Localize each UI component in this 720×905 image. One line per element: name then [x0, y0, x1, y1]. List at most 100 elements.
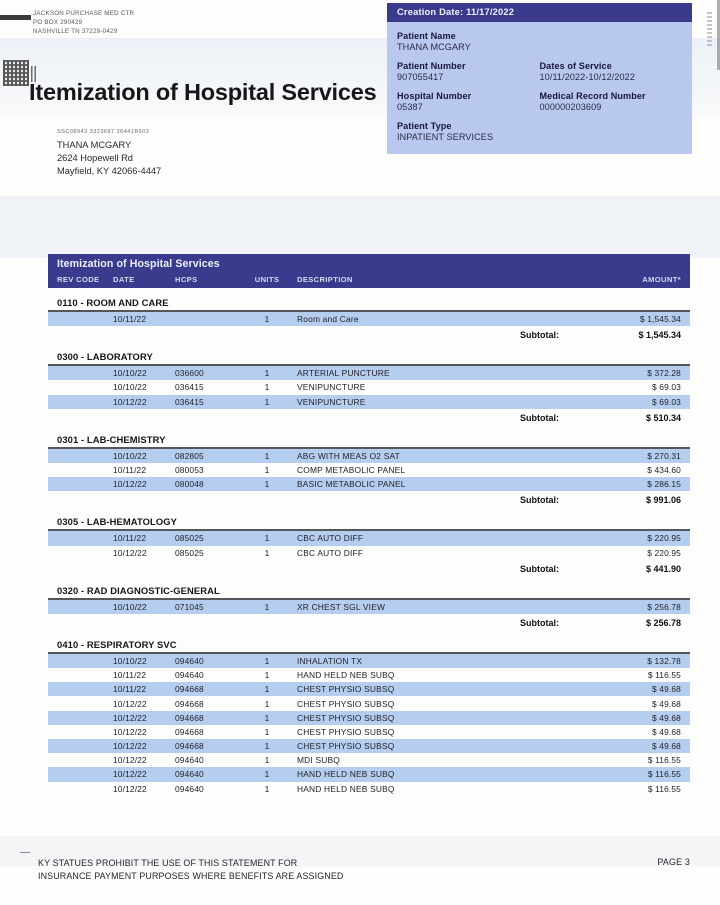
- table-row: 10/12/22 094668 1 CHEST PHYSIO SUBSQ $ 49.68: [48, 725, 690, 739]
- column-header-units: UNITS: [254, 275, 280, 284]
- cell-hcps: 094668: [175, 698, 204, 709]
- cell-date: 10/12/22: [113, 726, 147, 737]
- cell-rev-code: [57, 769, 113, 779]
- cell-amount: $ 434.60: [647, 465, 681, 476]
- cell-description: ABG WITH MEAS O2 SAT: [297, 450, 400, 461]
- patient-info-body: Patient Name THANA MCGARY Patient Number…: [387, 22, 692, 154]
- page-number: PAGE 3: [657, 857, 690, 867]
- cell-amount: $ 49.68: [652, 741, 681, 752]
- table-row: 10/11/22 080053 1 COMP METABOLIC PANEL $ 434…: [48, 463, 690, 477]
- cell-amount: $ 286.15: [647, 479, 681, 490]
- table-row: 10/10/22 036600 1 ARTERIAL PUNCTURE $ 372.28: [48, 366, 690, 381]
- datamatrix-barcode-icon: [3, 60, 29, 86]
- cell-date: 10/11/22: [113, 314, 147, 325]
- column-header-hcps: HCPS: [175, 275, 198, 284]
- cell-date: 10/11/22: [113, 533, 147, 544]
- table-section: 0300 - LABORATORY 10/10/22 036600 1 ARTERIAL…: [48, 351, 690, 425]
- subtotal-label: Subtotal:: [520, 412, 559, 423]
- cell-date: 10/11/22: [113, 670, 147, 681]
- cell-rev-code: [57, 548, 113, 558]
- cell-units: 1: [264, 741, 270, 752]
- cell-date: 10/11/22: [113, 684, 147, 695]
- cell-hcps: 036415: [175, 382, 204, 393]
- section-subtotal: Subtotal: $ 510.34: [48, 409, 690, 425]
- cell-hcps: 094640: [175, 755, 204, 766]
- table-row: 10/10/22 082805 1 ABG WITH MEAS O2 SAT $ 270…: [48, 448, 690, 463]
- cell-amount: $ 49.68: [652, 684, 681, 695]
- cell-hcps: 094640: [175, 783, 204, 794]
- cell-units: 1: [264, 783, 270, 794]
- section-heading: 0305 - LAB-HEMATOLOGY: [57, 516, 177, 528]
- cell-rev-code: [57, 727, 113, 737]
- section-subtotal: Subtotal: $ 991.06: [48, 491, 690, 507]
- footer-rule-mark: [20, 852, 30, 853]
- patient-number-field: Patient Number 907055417: [397, 61, 540, 82]
- section-rule: [48, 597, 690, 600]
- cell-rev-code: [57, 602, 113, 612]
- patient-type-label: Patient Type: [397, 121, 452, 131]
- table-row: 10/12/22 036415 1 VENIPUNCTURE $ 69.03: [48, 394, 690, 409]
- cell-amount: $ 256.78: [647, 601, 681, 612]
- patient-number-value: 907055417: [397, 72, 444, 82]
- cell-description: HAND HELD NEB SUBQ: [297, 670, 395, 681]
- cell-description: COMP METABOLIC PANEL: [297, 465, 406, 476]
- medical-record-number-value: 000000203609: [539, 102, 602, 112]
- cell-description: CHEST PHYSIO SUBSQ: [297, 726, 395, 737]
- cell-date: 10/12/22: [113, 783, 147, 794]
- cell-hcps: 080053: [175, 465, 204, 476]
- patient-info-panel: Creation Date: 11/17/2022 Patient Name T…: [387, 3, 692, 154]
- cell-units: 1: [264, 368, 270, 379]
- cell-description: CBC AUTO DIFF: [297, 533, 364, 544]
- section-heading: 0110 - ROOM AND CARE: [57, 297, 169, 308]
- sender-address: JACKSON PURCHASE MED CTR PO BOX 290429 N…: [33, 9, 134, 37]
- subtotal-label: Subtotal:: [520, 495, 559, 506]
- cell-date: 10/12/22: [113, 698, 147, 709]
- cell-units: 1: [264, 314, 270, 325]
- subtotal-value: $ 441.90: [645, 563, 681, 574]
- addressee-address: THANA MCGARY 2624 Hopewell Rd Mayfield, …: [57, 139, 161, 179]
- sender-address-line2: PO BOX 290429: [33, 19, 83, 27]
- subtotal-label: Subtotal:: [520, 330, 559, 341]
- table-row: 10/10/22 094640 1 INHALATION TX $ 132.78: [48, 653, 690, 669]
- table-section: 0320 - RAD DIAGNOSTIC-GENERAL 10/10/22 071…: [48, 585, 690, 630]
- cell-rev-code: [57, 382, 113, 392]
- cell-date: 10/10/22: [113, 368, 147, 379]
- table-column-headers: REV CODE DATE HCPS UNITS DESCRIPTION AMO…: [48, 273, 690, 288]
- cell-hcps: 036415: [175, 396, 204, 407]
- scan-edge-line: [717, 0, 720, 70]
- cell-units: 1: [264, 655, 270, 666]
- cell-description: CHEST PHYSIO SUBSQ: [297, 698, 395, 709]
- column-header-rev-code: REV CODE: [57, 275, 100, 284]
- section-heading: 0320 - RAD DIAGNOSTIC-GENERAL: [57, 584, 220, 596]
- cell-hcps: 094640: [175, 769, 204, 780]
- cell-date: 10/12/22: [113, 769, 147, 780]
- table-row: 10/12/22 094640 1 HAND HELD NEB SUBQ $ 116.5…: [48, 782, 690, 796]
- column-header-date: DATE: [113, 275, 135, 284]
- cell-amount: $ 220.95: [647, 547, 681, 558]
- cell-hcps: 094668: [175, 712, 204, 723]
- cell-amount: $ 116.55: [647, 783, 681, 794]
- cell-hcps: 071045: [175, 601, 204, 612]
- column-header-description: DESCRIPTION: [297, 275, 353, 284]
- cell-amount: $ 69.03: [652, 382, 681, 393]
- cell-hcps: 080048: [175, 479, 204, 490]
- creation-date-label: Creation Date: 11/17/2022: [387, 3, 692, 22]
- subtotal-label: Subtotal:: [520, 563, 559, 574]
- cell-hcps: 094640: [175, 655, 204, 666]
- cell-units: 1: [264, 769, 270, 780]
- subtotal-value: $ 1,545.34: [638, 330, 681, 341]
- table-section: 0305 - LAB-HEMATOLOGY 10/11/22 085025 1 CBC …: [48, 516, 690, 575]
- cell-hcps: 082805: [175, 450, 204, 461]
- page-title: Itemization of Hospital Services: [29, 79, 377, 105]
- barcode-bars-icon: [31, 66, 38, 82]
- cell-amount: $ 1,545.34: [639, 314, 681, 325]
- patient-number-label: Patient Number: [397, 61, 466, 71]
- hospital-number-value: 05387: [397, 102, 423, 112]
- cell-units: 1: [264, 712, 270, 723]
- cell-date: 10/10/22: [113, 382, 147, 393]
- cell-amount: $ 49.68: [652, 726, 681, 737]
- table-row: 10/12/22 080048 1 BASIC METABOLIC PANEL $ 28…: [48, 477, 690, 492]
- medical-record-number-label: Medical Record Number: [539, 91, 646, 101]
- cell-date: 10/10/22: [113, 601, 147, 612]
- cell-rev-code: [57, 479, 113, 489]
